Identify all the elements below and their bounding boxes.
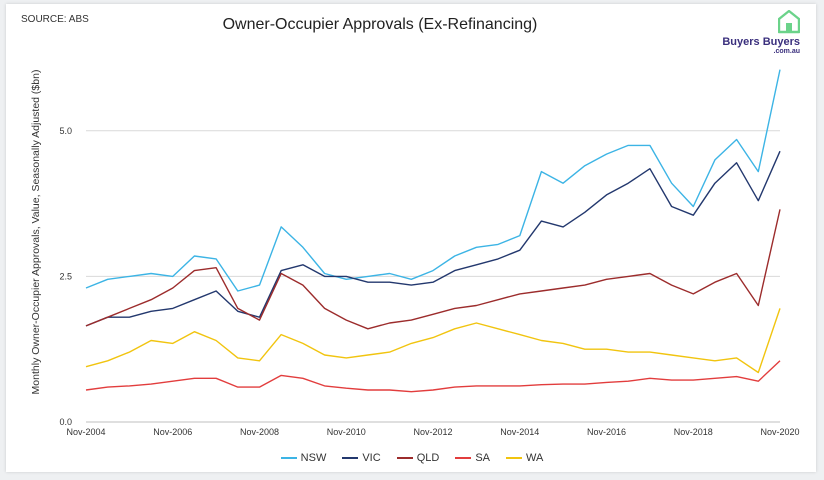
legend-swatch: [506, 457, 522, 459]
legend-item-qld: QLD: [396, 452, 440, 464]
legend-swatch: [455, 457, 472, 459]
series-line-qld: [85, 209, 781, 330]
series-line-vic: [85, 150, 781, 327]
series-line-sa: [85, 360, 781, 393]
legend: NSW VIC QLD SA WA: [0, 452, 824, 464]
chart-card: [6, 4, 816, 472]
legend-swatch: [280, 457, 297, 459]
legend-item-nsw: NSW: [280, 452, 327, 464]
legend-swatch: [396, 457, 413, 459]
line-chart: 0.0 2.5 5.0 Nov-2004 Nov-2006 Nov-2008 Nov-201…: [59, 69, 800, 437]
x-tick-label: Nov-2018: [674, 427, 713, 437]
x-tick-label: Nov-2004: [66, 427, 105, 437]
x-tick-label: Nov-2010: [327, 427, 366, 437]
legend-label: SA: [475, 452, 490, 464]
legend-item-sa: SA: [455, 452, 490, 464]
x-tick-label: Nov-2008: [240, 427, 279, 437]
legend-label: WA: [526, 452, 544, 464]
legend-label: QLD: [416, 452, 440, 464]
source-label: SOURCE: ABS: [21, 14, 89, 25]
brand-logo: Buyers Buyers .com.au: [712, 8, 804, 60]
logo-domain: .com.au: [773, 48, 800, 55]
legend-item-vic: VIC: [342, 452, 381, 464]
x-tick-label: Nov-2014: [500, 427, 539, 437]
legend-label: VIC: [362, 452, 381, 464]
legend-label: NSW: [300, 452, 327, 464]
series-line-nsw: [85, 69, 781, 292]
chart-title: Owner-Occupier Approvals (Ex-Refinancing…: [222, 16, 538, 33]
legend-item-wa: WA: [506, 452, 543, 464]
logo-name: Buyers Buyers: [722, 36, 800, 48]
y-tick-label: 0.0: [59, 417, 72, 427]
x-tick-label: Nov-2016: [587, 427, 626, 437]
house-icon: [778, 10, 800, 34]
y-tick-label: 5.0: [59, 126, 72, 136]
x-tick-label: Nov-2020: [760, 427, 799, 437]
series-line-wa: [85, 308, 781, 374]
y-tick-label: 2.5: [59, 271, 72, 281]
legend-swatch: [342, 457, 359, 459]
x-tick-label: Nov-2012: [413, 427, 452, 437]
x-tick-label: Nov-2006: [153, 427, 192, 437]
